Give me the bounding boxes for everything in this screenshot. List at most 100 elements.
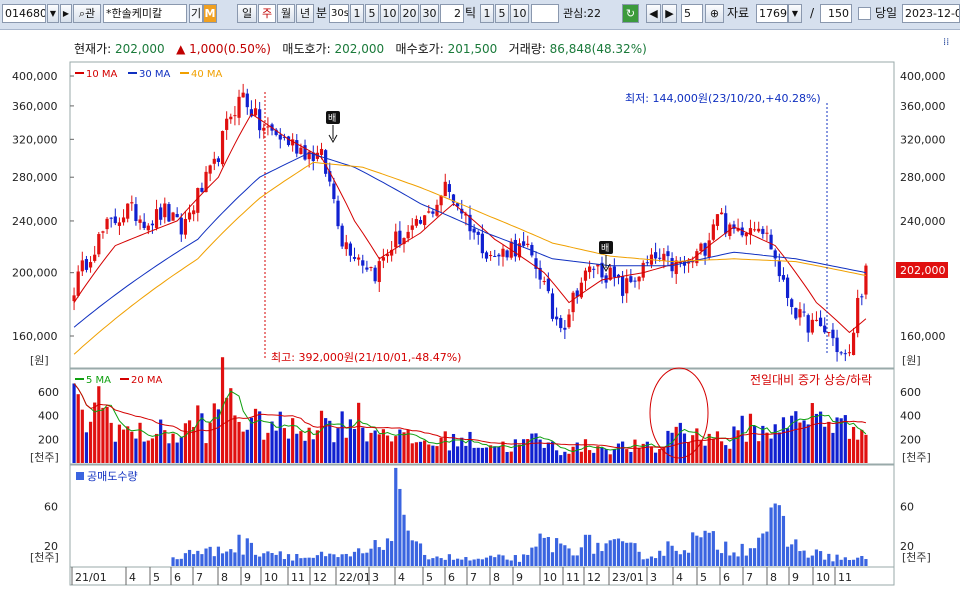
short-sell-bar (451, 559, 456, 566)
candle-body (699, 243, 703, 252)
minute-1-button[interactable]: 1 (350, 4, 364, 23)
ask-value: 202,000 (334, 42, 385, 56)
next-icon[interactable]: ▶ (662, 4, 677, 23)
short-sell-bar (501, 555, 505, 566)
tag-gi[interactable]: 기 (189, 4, 203, 23)
short-sell-bar (588, 534, 592, 566)
short-sell-bar (752, 548, 757, 566)
volume-bar (175, 442, 179, 463)
minute-input[interactable]: 30s (329, 4, 349, 23)
candle-body (212, 158, 216, 164)
short-sell-bar (814, 549, 819, 566)
candle-body (625, 278, 629, 294)
candle-body (105, 218, 109, 230)
candle-body (175, 214, 179, 218)
volume-bar (682, 433, 687, 463)
minute-30-button[interactable]: 30 (420, 4, 439, 23)
minute-5-button[interactable]: 5 (365, 4, 379, 23)
short-sell-bar (856, 557, 860, 566)
candle-body (823, 325, 827, 333)
short-sell-bar (352, 551, 357, 566)
short-sell-bar (604, 543, 608, 566)
candle-body (336, 200, 340, 227)
volume-bar (736, 430, 740, 463)
short-sell-bar (526, 554, 530, 566)
minute-20-button[interactable]: 20 (400, 4, 419, 23)
tick-input[interactable]: 2 (440, 4, 464, 23)
volume-bar (270, 421, 274, 463)
candle-body (456, 203, 460, 207)
period-year-button[interactable]: 년 (296, 4, 314, 23)
volume-bar (835, 417, 839, 463)
tick-1-button[interactable]: 1 (480, 4, 494, 23)
volume-bar (501, 441, 505, 463)
candle-body (715, 214, 720, 226)
marker-1-arrow (328, 134, 338, 144)
tick-5-button[interactable]: 5 (495, 4, 509, 23)
short-sell-bar (208, 546, 212, 566)
stock-code-input[interactable]: 014680 (2, 4, 46, 23)
volume-bar (851, 426, 856, 463)
volume-bar (579, 451, 583, 463)
settings-icon[interactable]: ⁞⁞ (943, 37, 950, 48)
interest-count-input[interactable]: 5 (681, 4, 703, 23)
volume-bar (394, 436, 398, 463)
x-axis-label: 5 (426, 571, 433, 584)
candle-body (208, 165, 212, 174)
short-sell-bar (769, 507, 773, 566)
code-dropdown-icon[interactable]: ▼ (47, 4, 59, 23)
volume-bar (220, 357, 225, 463)
tick-count-input[interactable] (531, 4, 559, 23)
short-sell-bar (204, 548, 208, 566)
short-sell-bar (220, 553, 225, 566)
x-axis-label: 9 (244, 571, 251, 584)
volume-bar (142, 441, 146, 463)
short-sell-bar (860, 555, 864, 566)
low-annotation: 최저: 144,000원(23/10/20,+40.28%) (625, 92, 821, 105)
volume-bar (670, 432, 674, 463)
current-price-tag (896, 262, 948, 278)
prev-icon[interactable]: ◀ (646, 4, 661, 23)
short-sell-bar (777, 505, 781, 566)
legend-ma40: 40 MA (191, 69, 223, 80)
short-sell-bar (592, 553, 596, 566)
candle-body (864, 265, 868, 295)
minute-10-button[interactable]: 10 (380, 4, 399, 23)
date-input[interactable]: 2023-12-0 (902, 4, 960, 23)
volume-bar (365, 441, 369, 463)
candle-body (439, 195, 443, 206)
candle-body (274, 129, 278, 135)
short-sell-bar (559, 543, 563, 566)
short-sell-bar (456, 558, 460, 566)
data-count-input[interactable]: 1769 (756, 4, 788, 23)
tag-m[interactable]: M (203, 4, 217, 23)
page-total-input[interactable]: 150 (820, 4, 852, 23)
candle-body (394, 231, 398, 248)
stock-name-field[interactable]: *한솔케미칼 (103, 4, 187, 23)
candle-body (856, 297, 860, 334)
zoom-icon[interactable]: ⊕ (705, 4, 724, 23)
candle-body (406, 231, 410, 239)
search-button[interactable]: ⌕관 (73, 4, 101, 23)
period-month-button[interactable]: 월 (277, 4, 295, 23)
candle-body (109, 217, 113, 219)
legend-short-swatch (76, 472, 84, 480)
price-tick-label-left: 320,000 (12, 133, 58, 146)
short-sell-bar (340, 554, 344, 566)
today-checkbox[interactable] (858, 7, 871, 20)
candle-body (233, 115, 237, 117)
candle-body (418, 220, 423, 224)
legend-vol-ma20: 20 MA (131, 375, 163, 386)
price-tick-label-left: 360,000 (12, 100, 58, 113)
data-dropdown-icon[interactable]: ▼ (788, 4, 802, 23)
play-icon[interactable]: ▶ (60, 4, 72, 23)
period-week-button[interactable]: 주 (258, 4, 276, 23)
volume-bar (818, 411, 823, 463)
short-sell-bar (629, 542, 633, 566)
refresh-icon[interactable]: ↻ (622, 4, 639, 23)
tick-10-button[interactable]: 10 (510, 4, 529, 23)
candle-body (138, 219, 142, 223)
period-day-button[interactable]: 일 (237, 4, 257, 23)
short-sell-bar (546, 537, 550, 566)
